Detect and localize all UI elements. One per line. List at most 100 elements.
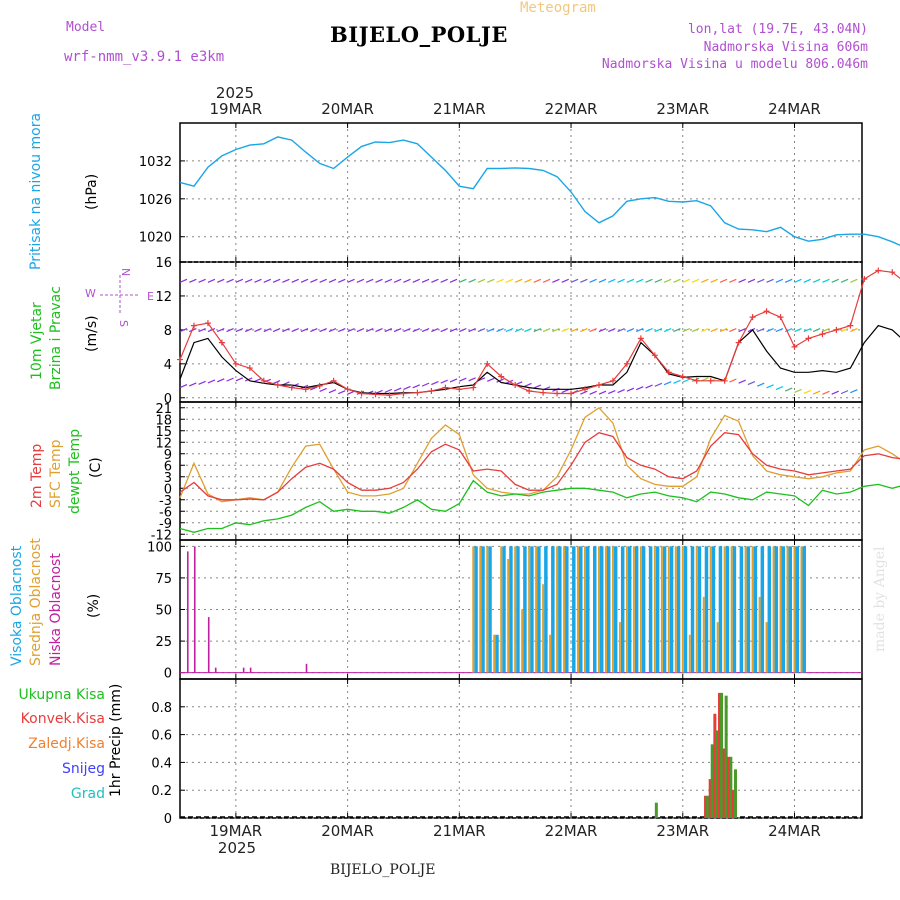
total-precip-bar — [733, 769, 737, 818]
wind-speed-marker — [637, 335, 644, 342]
mid-cloud-bar — [688, 634, 691, 673]
high-cloud-bar — [488, 546, 492, 673]
wind-speed-marker — [805, 335, 812, 342]
y-tick-label: 0.8 — [151, 701, 172, 716]
wind-barb — [626, 328, 635, 333]
wind-speed-marker — [693, 377, 700, 384]
wind-barb — [775, 328, 784, 333]
high-cloud-bar — [509, 546, 513, 673]
wind-barb — [310, 386, 318, 391]
wind-barb — [244, 278, 253, 283]
wind-barb — [794, 278, 802, 283]
high-cloud-bar — [523, 546, 527, 673]
y-tick-label: 0 — [164, 482, 172, 497]
wind-speed-marker — [260, 377, 267, 384]
wind-barb — [766, 278, 774, 283]
date-label-top: 21MAR — [433, 100, 486, 118]
wind-barb — [254, 328, 262, 333]
wind-barb — [803, 278, 812, 283]
wind-barb — [319, 278, 327, 283]
wind-barb — [608, 278, 616, 283]
wind-speed-marker — [540, 389, 547, 396]
mid-cloud-bar — [528, 546, 531, 673]
wind-barb — [421, 382, 430, 387]
mid-cloud-bar — [472, 546, 475, 673]
mid-cloud-bar — [486, 546, 489, 673]
wind-speed-marker — [735, 339, 742, 346]
wind-barb — [533, 384, 542, 389]
wind-barb — [403, 328, 411, 333]
wind-barb — [561, 389, 569, 394]
wind-barb — [822, 328, 830, 333]
high-cloud-bar — [732, 546, 737, 673]
y-tick-label: 1020 — [139, 231, 172, 246]
compass-west: W — [85, 287, 96, 300]
app-title: Meteogram — [520, 0, 596, 16]
wind-speed-marker — [246, 365, 253, 372]
y-tick-label: 12 — [155, 436, 172, 451]
date-label-bottom: 21MAR — [433, 822, 486, 840]
mid-cloud-bar — [542, 584, 545, 673]
wind-barb — [729, 278, 737, 283]
wind-barb — [365, 328, 374, 333]
wind-barb — [235, 377, 244, 382]
mid-cloud-bar — [632, 546, 635, 673]
wind-barb — [198, 278, 206, 283]
wind-barb — [757, 382, 765, 387]
wind-barb — [514, 278, 523, 283]
wind-speed-marker — [679, 373, 686, 380]
compass-east: E — [147, 290, 154, 303]
wind-barb — [682, 378, 691, 383]
sfc-temp-line — [179, 406, 900, 503]
wind-barb — [375, 278, 383, 283]
wind-barb — [589, 328, 597, 333]
high-cloud-bar — [781, 546, 786, 673]
mid-cloud-bar — [765, 622, 768, 673]
convective-precip-bar — [713, 713, 717, 818]
wind-barb — [766, 328, 774, 333]
date-label-top: 19MAR — [210, 100, 263, 118]
total-precip-bar — [724, 695, 728, 818]
wind-barb — [403, 278, 411, 283]
mid-cloud-bar — [667, 546, 670, 673]
wind-barb — [347, 328, 355, 333]
y-tick-label: 1032 — [139, 155, 172, 170]
wind-barb — [235, 278, 244, 283]
legend-total-rain: Ukupna Kisa — [18, 687, 105, 703]
high-cloud-bar — [579, 546, 583, 673]
wind-barb — [449, 378, 458, 383]
wind-barb — [710, 328, 718, 333]
wind-barb — [226, 377, 234, 382]
wind-barb — [263, 278, 272, 283]
high-cloud-bar — [795, 546, 799, 673]
high-cloud-bar — [620, 546, 625, 673]
low-cloud-bar — [305, 663, 308, 673]
bottom-year: 2025 — [217, 839, 257, 857]
y-tick-label: 15 — [155, 425, 172, 440]
mid-cloud-bar — [618, 622, 621, 673]
high-cloud-bar — [683, 546, 688, 673]
y-tick-label: 75 — [155, 572, 172, 587]
wind-barb — [775, 278, 784, 283]
wind-barb — [459, 328, 467, 333]
high-cloud-bar — [641, 546, 646, 673]
wind-barb — [729, 328, 737, 333]
y-tick-label: 0.6 — [151, 729, 172, 744]
mid-cloud-bar — [695, 546, 698, 673]
wind-barb — [729, 378, 737, 383]
high-cloud-bar — [704, 546, 709, 673]
y-tick-label: 3 — [164, 471, 172, 486]
wind-barb — [542, 278, 551, 283]
wind-barb — [244, 328, 253, 333]
mid-cloud-bar — [507, 558, 510, 673]
wind-barb — [384, 278, 393, 283]
wind-barb — [310, 278, 318, 283]
mid-cloud-bar — [500, 546, 503, 673]
lonlat-label: lon,lat (19.7E, 43.04N) — [687, 22, 868, 37]
wind-barb — [300, 328, 309, 333]
wind-speed-marker — [819, 331, 826, 338]
wind-barb — [589, 390, 597, 395]
high-cloud-bar — [495, 634, 499, 673]
convective-precip-bar — [727, 756, 731, 818]
wind-speed-marker — [414, 389, 421, 396]
